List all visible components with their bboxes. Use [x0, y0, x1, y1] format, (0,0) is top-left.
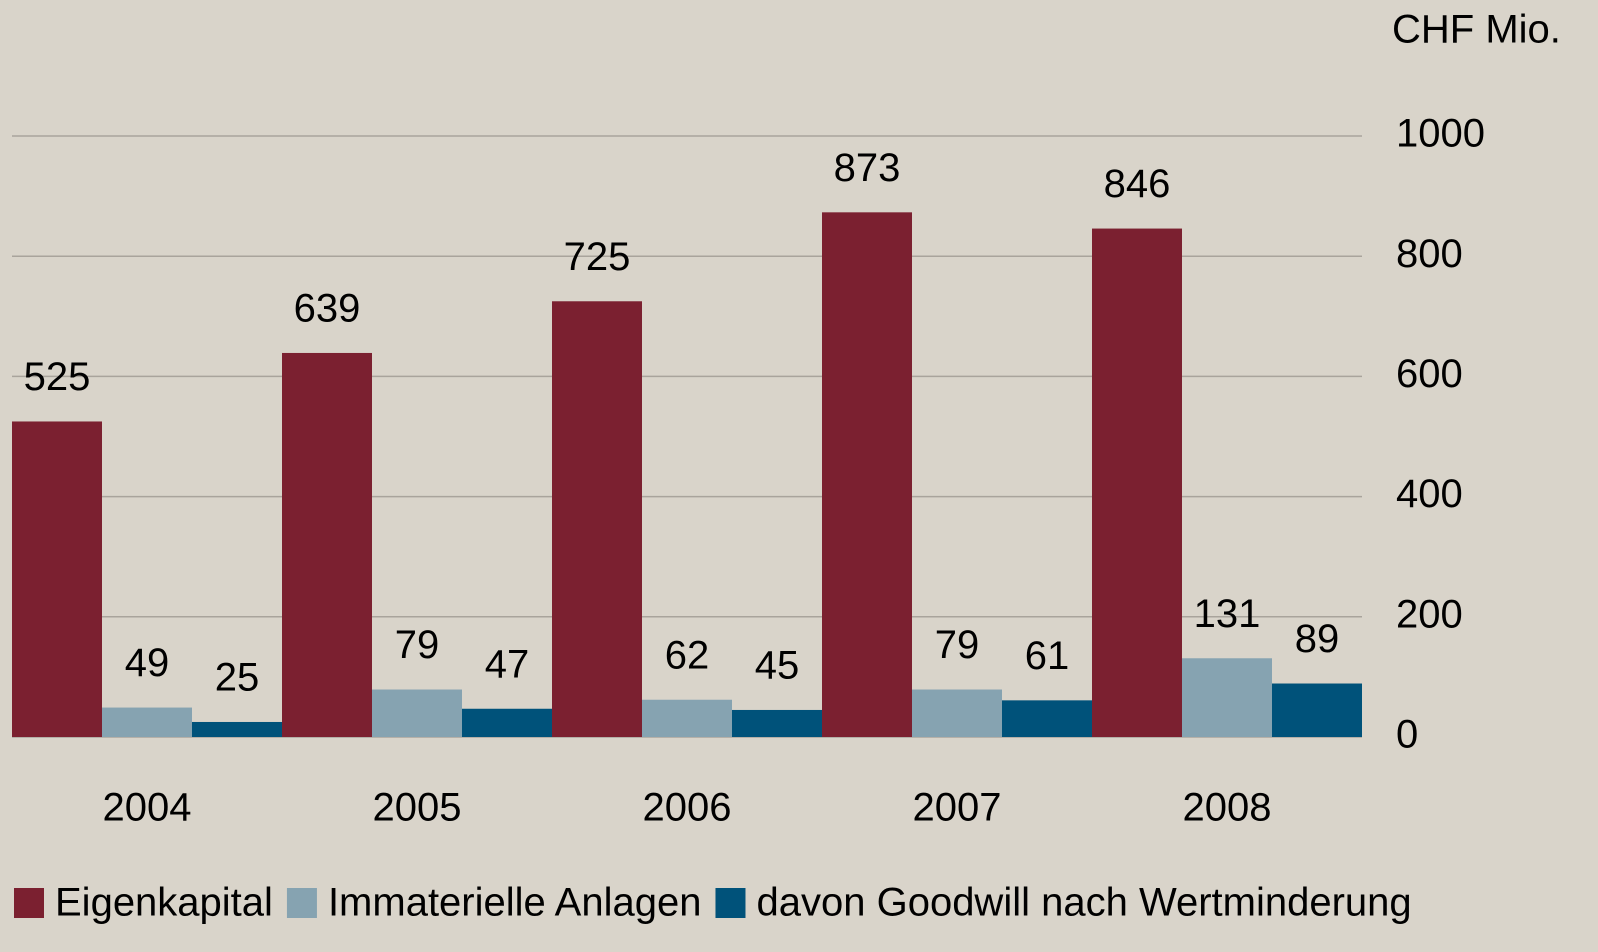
data-label: 47 [485, 642, 530, 686]
data-label: 25 [215, 656, 260, 700]
bar [12, 421, 102, 737]
bar [822, 212, 912, 737]
bar [192, 721, 282, 737]
x-tick-label: 2004 [103, 786, 192, 830]
y-tick-label: 800 [1396, 232, 1463, 276]
data-label: 639 [294, 287, 361, 331]
legend-swatch [14, 888, 44, 918]
data-label: 49 [125, 641, 170, 685]
bar [642, 699, 732, 737]
x-tick-label: 2008 [1183, 786, 1272, 830]
unit-label: CHF Mio. [1392, 8, 1561, 52]
bar [102, 707, 192, 737]
legend-label: davon Goodwill nach Wertminderung [756, 881, 1411, 925]
data-label: 79 [935, 623, 980, 667]
y-tick-label: 200 [1396, 592, 1463, 636]
y-tick-label: 0 [1396, 713, 1418, 757]
bar [1272, 683, 1362, 737]
data-label: 525 [24, 355, 91, 399]
x-tick-label: 2005 [373, 786, 462, 830]
bar [1182, 658, 1272, 737]
legend-label: Immaterielle Anlagen [328, 881, 702, 925]
data-label: 45 [755, 644, 800, 688]
data-label: 89 [1295, 617, 1340, 661]
bar [1002, 700, 1092, 737]
bar [282, 352, 372, 737]
bar [552, 301, 642, 737]
legend-swatch [715, 888, 746, 918]
x-tick-label: 2006 [643, 786, 732, 830]
data-label: 873 [834, 146, 901, 190]
data-label: 61 [1025, 634, 1070, 678]
data-label: 725 [564, 235, 631, 279]
y-tick-label: 1000 [1396, 112, 1485, 156]
x-tick-label: 2007 [913, 786, 1002, 830]
legend-label: Eigenkapital [55, 881, 273, 925]
data-label: 62 [665, 633, 710, 677]
data-label: 131 [1194, 592, 1261, 636]
data-label: 79 [395, 623, 440, 667]
bar [1092, 228, 1182, 737]
bar [372, 689, 462, 737]
bar [732, 709, 822, 737]
y-tick-label: 400 [1396, 472, 1463, 516]
y-tick-label: 600 [1396, 352, 1463, 396]
bar [462, 708, 552, 737]
legend-swatch [286, 888, 317, 918]
bar [912, 689, 1002, 737]
data-label: 846 [1104, 162, 1171, 206]
